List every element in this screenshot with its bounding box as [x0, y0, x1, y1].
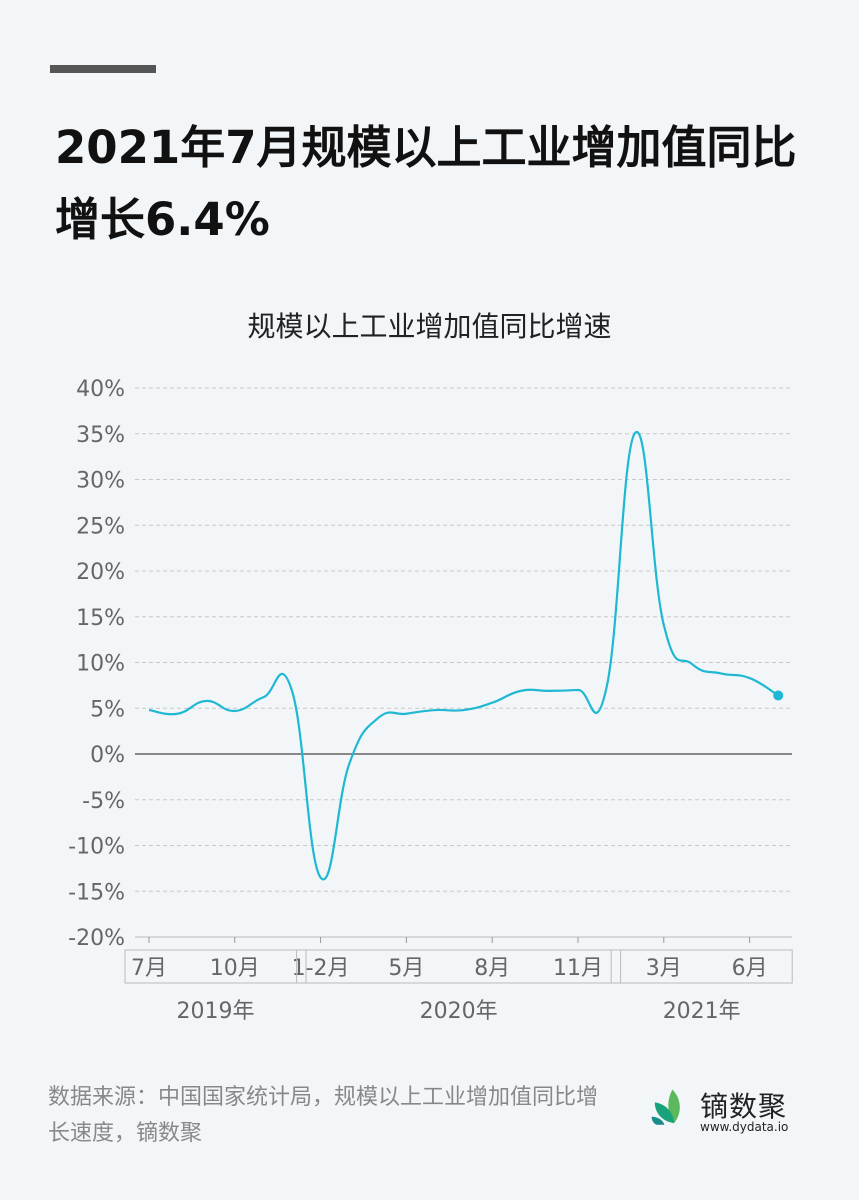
y-tick-label: -10%: [68, 835, 125, 860]
y-tick-label: 30%: [76, 469, 125, 494]
series-line: [148, 431, 779, 881]
data-point: [773, 690, 784, 701]
y-tick-label: -20%: [68, 926, 125, 951]
y-tick-label: 25%: [76, 514, 125, 539]
year-label: 2021年: [663, 999, 741, 1024]
year-group-box: [296, 949, 622, 984]
y-tick-label: -5%: [82, 789, 125, 814]
line-chart: 40% 35% 30% 25% 20% 15% 10% 5% 0% -5% -10% -15% -20%…: [68, 377, 793, 1024]
logo-name: 镝数聚: [700, 1090, 788, 1123]
y-tick-label: 15%: [76, 606, 125, 631]
decorative-bar: [50, 65, 156, 73]
source-note: 数据来源：中国国家统计局，规模以上工业增加值同比增长速度，镝数聚: [48, 1085, 599, 1146]
x-tick-label: 10月: [210, 956, 260, 981]
x-tick-label: 1-2月: [292, 956, 350, 981]
y-tick-label: 20%: [76, 560, 125, 585]
y-tick-label: 10%: [76, 652, 125, 677]
x-tick-label: 11月: [553, 956, 603, 981]
y-tick-label: 5%: [90, 697, 125, 722]
logo-url: www.dydata.io: [700, 1120, 789, 1134]
y-tick-label: 35%: [76, 423, 125, 448]
y-tick-label: 40%: [76, 377, 125, 402]
year-group-box: [124, 949, 307, 984]
x-tick-label: 7月: [131, 956, 167, 981]
page-title: 2021年7月规模以上工业增加值同比增长6.4%: [55, 121, 797, 246]
x-tick-label: 5月: [388, 956, 424, 981]
x-tick-label: 6月: [732, 956, 768, 981]
year-label: 2020年: [420, 999, 498, 1024]
chart-title: 规模以上工业增加值同比增速: [247, 310, 612, 343]
year-group-box: [610, 949, 793, 984]
x-tick-label: 8月: [474, 956, 510, 981]
y-tick-label: 0%: [90, 743, 125, 768]
y-tick-label: -15%: [68, 880, 125, 905]
x-tick-label: 3月: [646, 956, 682, 981]
logo-leaf-icon: [651, 1089, 680, 1125]
year-label: 2019年: [177, 999, 255, 1024]
